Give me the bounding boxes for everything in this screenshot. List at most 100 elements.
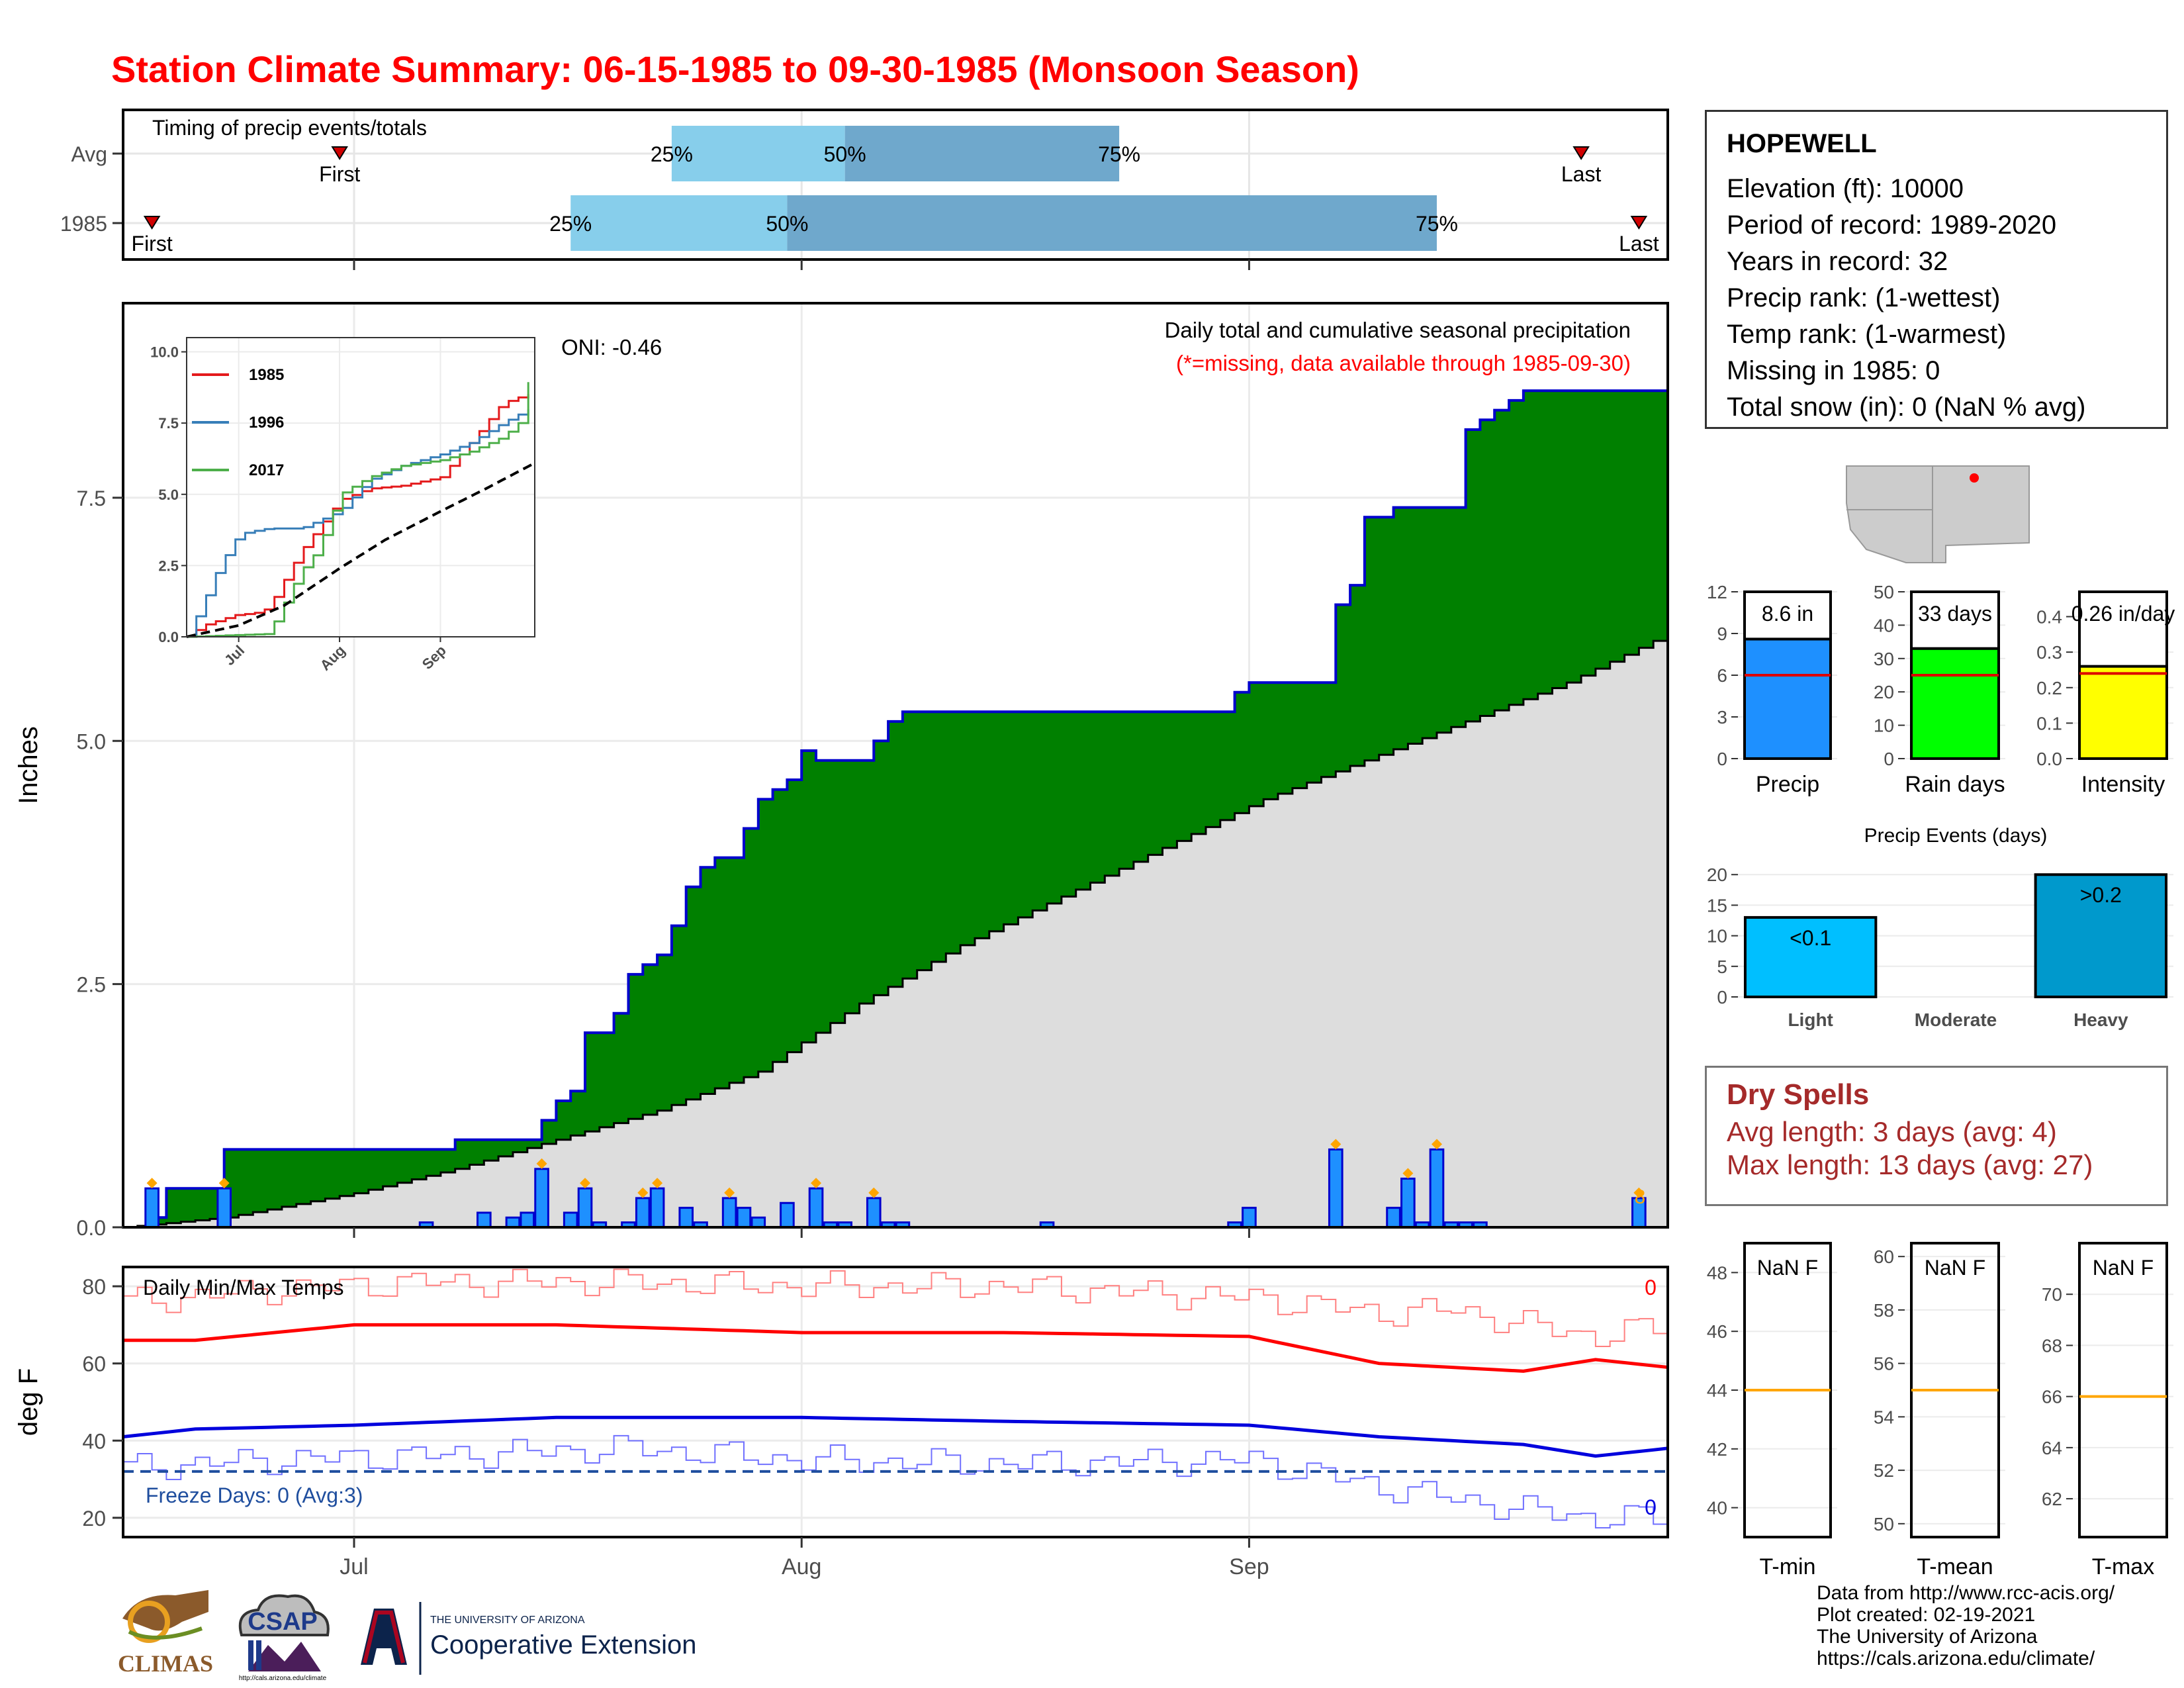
timing-label-50: 50% [766, 212, 808, 236]
timing-bar-q2-1985 [787, 195, 1437, 251]
temp-summary-ytick-label: 64 [2042, 1438, 2062, 1458]
heavy-event-marker-icon [1402, 1168, 1414, 1179]
timing-heading: Timing of precip events/totals [152, 116, 427, 140]
heavy-event-marker-icon [868, 1187, 880, 1198]
temp-y-axis-label: deg F [14, 1368, 43, 1436]
event-axis-label: Light [1788, 1009, 1833, 1030]
precip-y-axis-label: Inches [14, 726, 43, 804]
temp-summary-ytick-label: 68 [2042, 1335, 2062, 1356]
last-label: Last [1561, 162, 1602, 186]
temp-summary-ytick-label: 62 [2042, 1489, 2062, 1509]
obs-tmax-line [123, 1268, 1668, 1347]
temp-summary-value: NaN F [1925, 1256, 1985, 1280]
daily-precip-bar [721, 1197, 737, 1229]
x-tick-label: Aug [782, 1554, 822, 1579]
daily-precip-bar [751, 1216, 766, 1229]
daily-precip-bar [649, 1187, 665, 1229]
temp-summary-label: T-mean [1917, 1554, 1993, 1579]
precip-ytick-label: 2.5 [77, 973, 106, 997]
events-ytick-label: 15 [1707, 895, 1727, 915]
inset-legend-label: 1985 [249, 366, 284, 384]
timing-row-label: 1985 [60, 212, 107, 236]
daily-precip-bar [1242, 1207, 1257, 1229]
heavy-event-marker-icon [652, 1178, 663, 1189]
summary-ytick-label: 12 [1707, 582, 1727, 602]
temp-summary-value: NaN F [2093, 1256, 2154, 1280]
temp-summary-ytick-label: 50 [1874, 1514, 1894, 1534]
avg-tmin-line [122, 1415, 1668, 1458]
summary-ytick-label: 40 [1874, 615, 1894, 635]
heavy-event-marker-icon [146, 1178, 158, 1189]
event-bar-tag: <0.1 [1790, 926, 1831, 950]
timing-bar-q1-1985 [570, 195, 788, 251]
timing-row-label: Avg [71, 142, 107, 166]
summary-ytick-label: 0.4 [2036, 607, 2062, 628]
avg-cumulative-area [123, 633, 1668, 1227]
temp-summary-ytick-label: 48 [1707, 1262, 1727, 1283]
temp-panel-bg [123, 1267, 1668, 1537]
obs-tmin-line [123, 1434, 1668, 1528]
credit-university: The University of Arizona [1817, 1626, 2038, 1648]
summary-ytick-label: 30 [1874, 649, 1894, 669]
summary-bar-intensity [2078, 665, 2168, 761]
daily-precip-bar [1386, 1207, 1401, 1229]
last-marker-icon [1630, 216, 1648, 230]
temp-ytick-label: 20 [82, 1507, 106, 1530]
heavy-event-marker-icon [811, 1178, 822, 1189]
temp-summary-value: NaN F [1757, 1256, 1818, 1280]
temp-summary-ytick-label: 60 [1874, 1246, 1894, 1267]
daily-precip-bar [866, 1197, 882, 1229]
university-of-arizona-logo: THE UNIVERSITY OF ARIZONA Cooperative Ex… [361, 1602, 696, 1675]
station-period: Period of record: 1989-2020 [1727, 211, 2057, 240]
events-title: Precip Events (days) [1864, 825, 2048, 847]
dry-spells-box: Dry Spells Avg length: 3 days (avg: 4) M… [1705, 1066, 2168, 1206]
map-region-shape [1846, 465, 2030, 563]
temp-summary-ytick-label: 56 [1874, 1354, 1894, 1374]
daily-precip-bar [1328, 1148, 1343, 1229]
cumulative-precip-line [123, 389, 1668, 1229]
inset-border [186, 337, 535, 637]
dry-spells-max-length: Max length: 13 days (avg: 27) [1727, 1149, 2093, 1180]
temp-summary-ytick-label: 70 [2042, 1284, 2062, 1305]
summary-ytick-label: 3 [1717, 707, 1727, 727]
daily-precip-bar [144, 1187, 159, 1229]
summary-ytick-label: 0.1 [2036, 713, 2062, 733]
timing-bar-q2-Avg [844, 126, 1120, 181]
inset-ytick-label: 10.0 [150, 344, 179, 361]
credits: Data from http://www.rcc-acis.org/ Plot … [1817, 1582, 2115, 1669]
heavy-event-marker-icon [218, 1178, 230, 1189]
oni-value: ONI: -0.46 [561, 335, 662, 359]
temp-summary-ytick-label: 44 [1707, 1380, 1727, 1401]
summary-ytick-label: 0 [1717, 749, 1727, 769]
summary-ytick-label: 0.2 [2036, 678, 2062, 698]
timing-label-75: 75% [1098, 142, 1140, 166]
summary-value-box [1910, 590, 2000, 650]
timing-label-25: 25% [549, 212, 592, 236]
climas-logo: CLIMAS [118, 1590, 213, 1677]
daily-precip-bar [808, 1187, 824, 1229]
precip-ytick-label: 5.0 [77, 729, 106, 753]
summary-axis-label: Precip [1756, 772, 1819, 797]
events-ytick-label: 20 [1707, 865, 1727, 885]
temp-panel-border [122, 1266, 1669, 1538]
temp-ytick-label: 60 [82, 1352, 106, 1376]
credit-url: https://cals.arizona.edu/climate/ [1817, 1648, 2095, 1669]
page-title: Station Climate Summary: 06-15-1985 to 0… [111, 48, 1359, 90]
inset-ytick-label: 7.5 [158, 415, 179, 432]
station-name: HOPEWELL [1727, 129, 1877, 158]
precip-panel-border [122, 302, 1669, 1229]
precip-subcaption: (*=missing, data available through 1985-… [1176, 351, 1631, 375]
temp-summary-bg [2073, 1243, 2173, 1537]
summary-ytick-label: 0.0 [2036, 749, 2062, 769]
climas-text: CLIMAS [118, 1650, 213, 1677]
summary-value-box [1743, 590, 1832, 641]
last-marker-icon [1572, 146, 1590, 160]
heavy-event-marker-icon [724, 1187, 735, 1198]
x-tick-label: Jul [340, 1554, 368, 1579]
summary-axis-label: Rain days [1905, 772, 2005, 797]
temp-summary-ytick-label: 40 [1707, 1498, 1727, 1519]
event-axis-label: Moderate [1915, 1009, 1997, 1030]
heavy-event-marker-icon [1330, 1139, 1342, 1150]
csap-text: CSAP [248, 1608, 318, 1636]
